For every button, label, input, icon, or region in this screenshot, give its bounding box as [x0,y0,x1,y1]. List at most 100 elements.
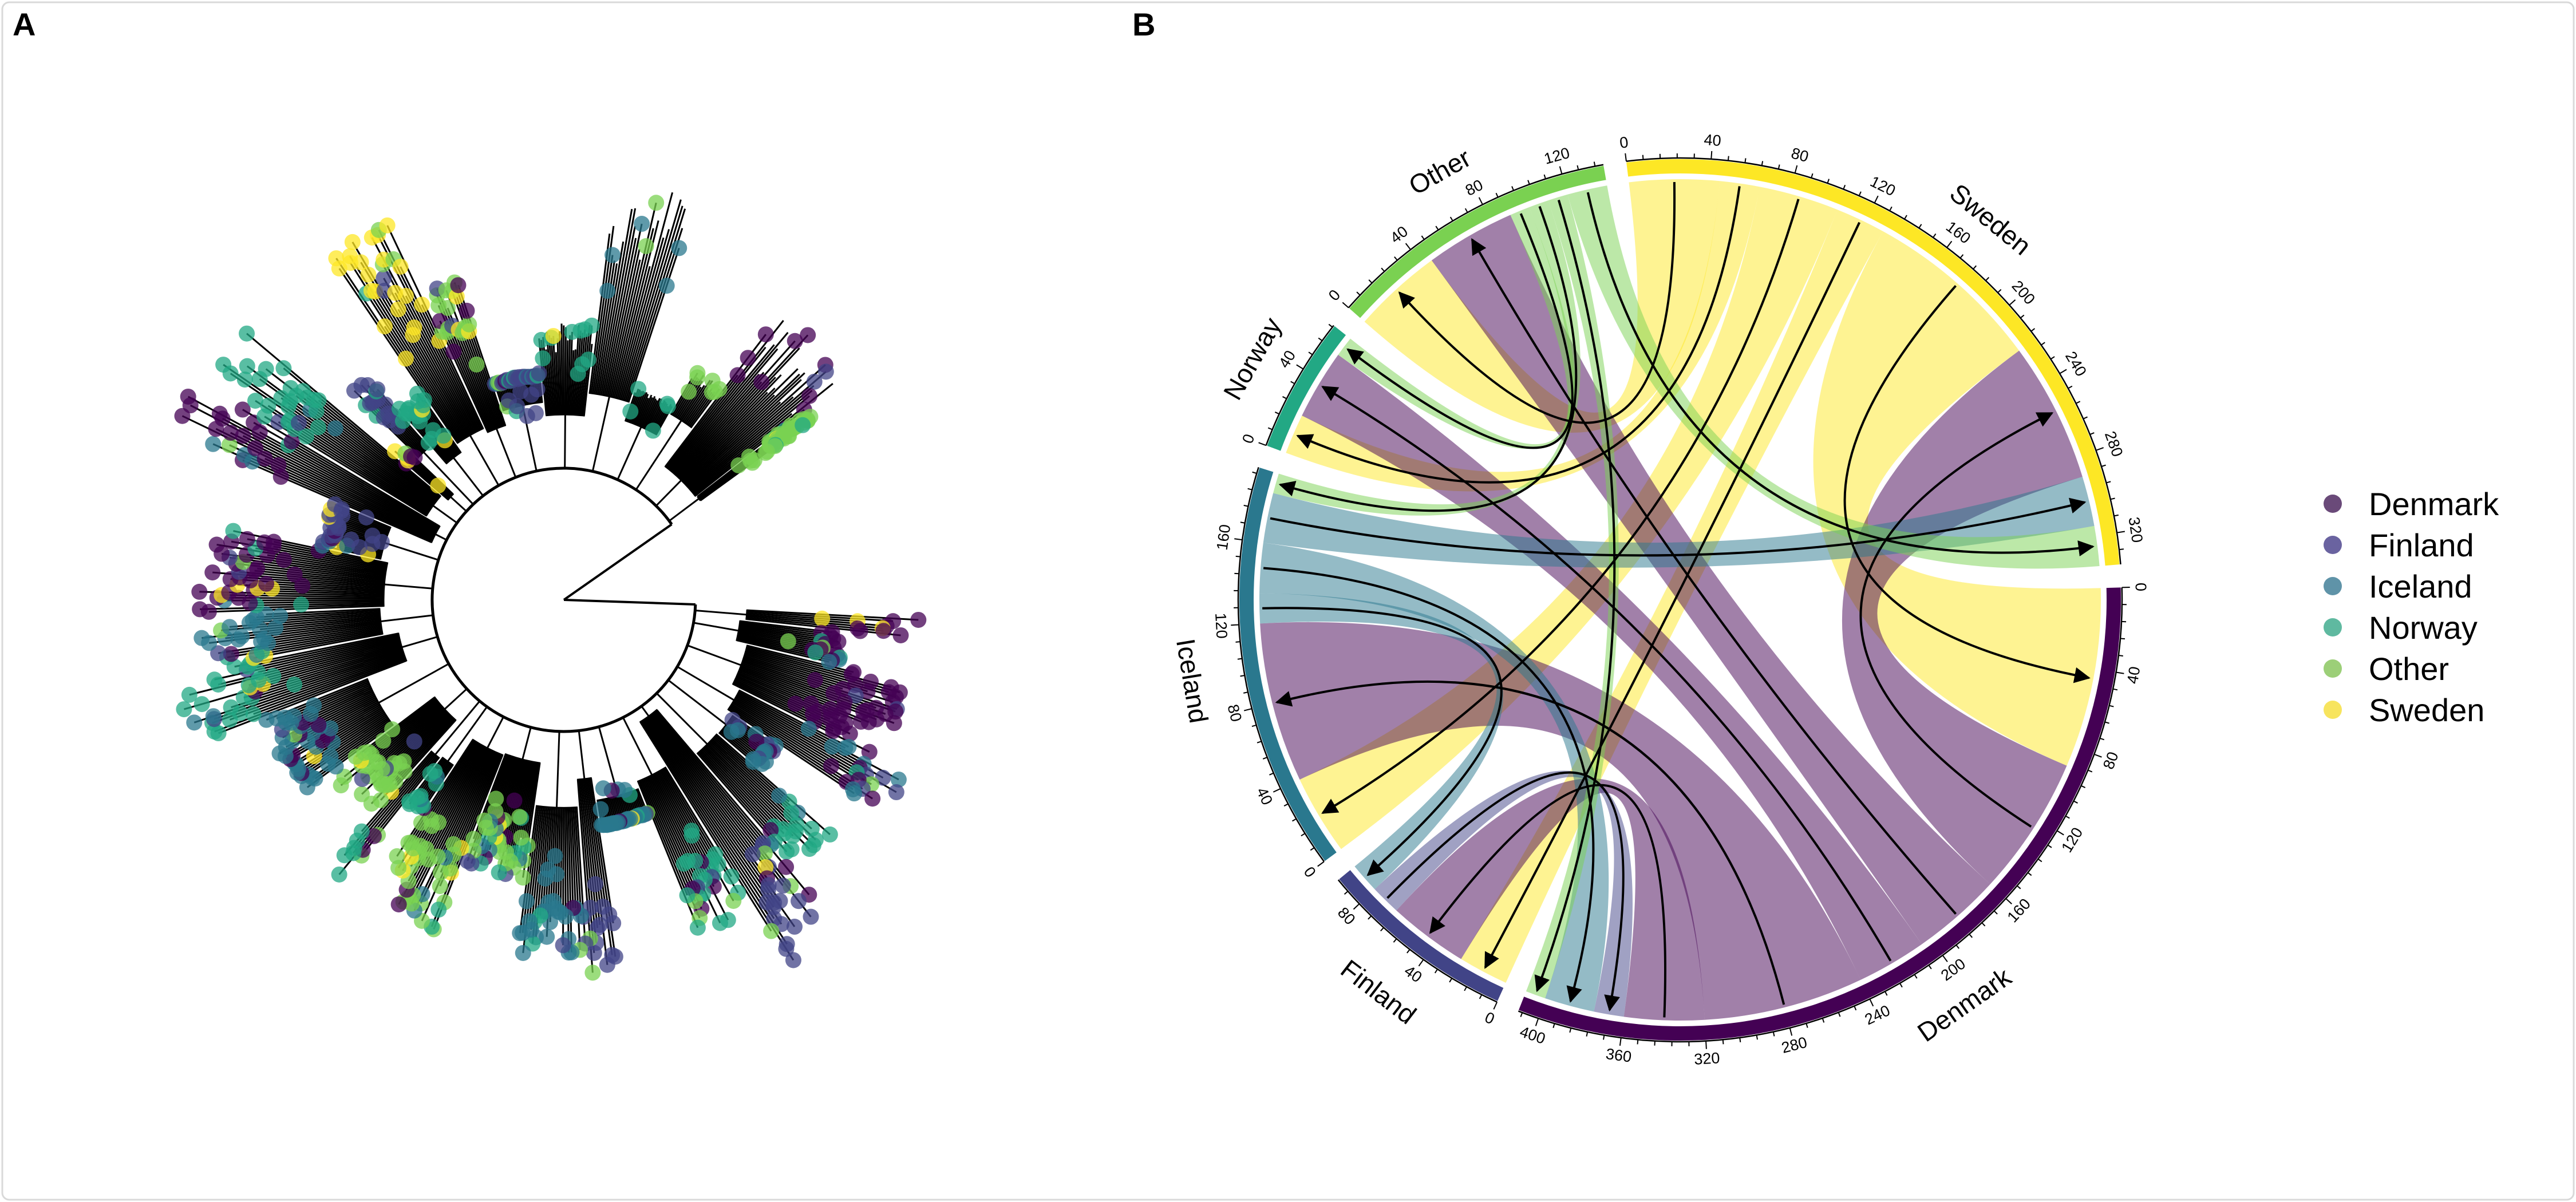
tree-root-branch [563,599,696,606]
tree-tip-denmark [757,326,774,343]
tree-branch [258,638,400,673]
axis-tick [2116,531,2125,533]
sector-track-other [1349,165,1606,318]
tree-branch [738,691,846,749]
tree-branch [412,742,479,849]
tree-branch [472,738,504,757]
tree-branch [641,705,650,717]
tree-branch [691,390,813,493]
tree-tip-denmark [211,405,228,422]
tree-tip-finland [354,770,370,787]
tree-tip-iceland [723,723,740,740]
tree-tip-other [513,829,530,846]
tree-branch [590,778,614,924]
tree-branch [670,344,775,471]
tree-branch [643,400,658,429]
axis-tick [2037,858,2042,863]
legend-item-other: Other [2324,651,2449,687]
tree-tip-other [468,356,485,373]
tree-branch [519,806,538,934]
tree-tip-denmark [406,449,423,466]
tree-branch [591,396,611,472]
chord-arrows [1262,182,2095,1018]
tree-branch [607,248,641,397]
axis-tick [1262,757,1268,760]
tree-branch [690,385,815,492]
tree-tip-iceland [306,697,322,714]
axis-tick [1559,166,1563,175]
tree-branch [655,479,682,507]
axis-tick [1434,968,1438,974]
tree-branch [598,208,633,395]
axis-tick [1273,788,1281,793]
axis-tick [2047,844,2052,848]
tree-branch [371,237,476,433]
tree-branch [441,756,454,766]
tree-branch [684,373,800,485]
tree-tip-norway [723,868,740,885]
legend-item-sweden: Sweden [2324,692,2484,728]
tree-branch [639,397,654,427]
tree-tip-norway [430,902,447,918]
axis-tick [2030,328,2036,332]
tree-tip-other [511,809,528,825]
tick-label: 240 [1862,1002,1893,1028]
chord-arrow-denmark-to-iceland [1275,681,1785,1005]
tree-tip-finland [369,381,386,398]
tree-tip-other [461,316,477,333]
tree-tip-finland [377,396,394,413]
axis-tick [1899,983,1903,988]
tree-tip-norway [223,699,239,715]
chord-ribbon-sweden-to-other [1364,179,1720,433]
axis-tick [2009,299,2016,306]
tree-branch [318,400,440,499]
tree-branch [417,745,483,859]
tree-tip-norway [645,422,661,439]
tree-branch [434,700,481,756]
axis-tick [1843,184,1846,189]
axis-tick [2113,514,2119,517]
axis-tick [1235,555,1240,557]
axis-tick [2093,753,2102,758]
tree-tip-other [781,428,797,445]
tree-tip-norway [435,428,452,444]
axis-tick [1973,265,1977,270]
tree-tip-iceland [205,708,222,725]
tree-branch [430,750,440,759]
axis-tick [1586,1031,1589,1037]
tree-tip-other [384,721,401,738]
tree-branch [414,457,454,495]
tree-tip-sweden [814,610,831,627]
tree-tip-other [400,835,417,851]
axis-tick [2059,369,2067,374]
tree-tip-iceland [547,848,563,864]
tree-tip-norway [689,919,706,936]
tree-branch [731,703,832,767]
tree-tip-norway [260,397,276,414]
legend-label-other: Other [2369,651,2449,687]
tree-tip-iceland [821,654,837,670]
tree-branch [264,623,381,640]
axis-tick [1310,847,1315,851]
axis-tick [2073,800,2078,804]
tree-tip-denmark [787,695,804,712]
tree-tip-norway [193,696,210,713]
tree-branch [701,748,775,827]
axis-tick [1342,302,1349,309]
tree-branch [746,612,858,622]
tree-tip-finland [806,373,823,390]
tree-tip-other [432,878,448,895]
tree-tip-finland [531,365,547,382]
tree-tip-denmark [892,627,909,643]
tree-branch [683,394,775,484]
axis-tick [1928,964,1932,970]
tree-tip-denmark [886,715,902,732]
tree-tip-norway [298,428,314,445]
legend-dot-finland [2324,536,2342,554]
tree-branch [687,401,781,488]
chord-arrow-other-to-iceland [1278,205,1578,512]
tree-branch [567,335,571,415]
tree-branch [546,331,554,415]
tree-tip-finland [888,784,904,801]
tree-tip-finland [775,877,791,894]
